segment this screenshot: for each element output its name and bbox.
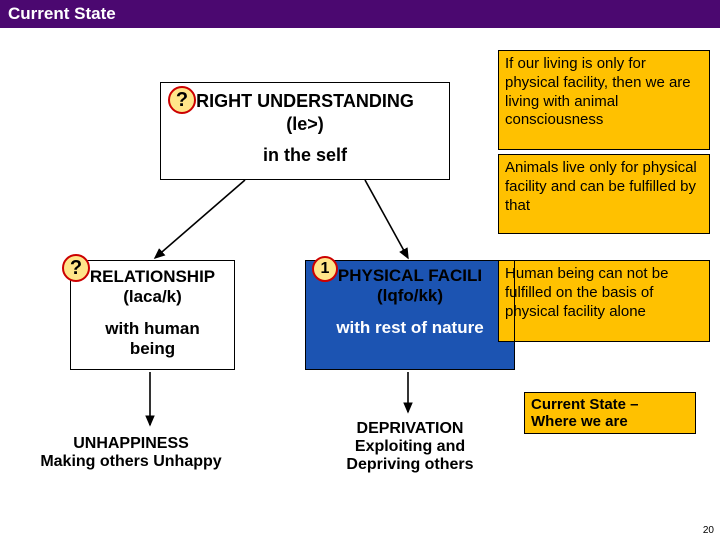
bottom-right-l3: Depriving others: [310, 456, 510, 474]
page-number: 20: [703, 525, 714, 536]
box-physical-facility-border: [305, 260, 515, 370]
bottom-unhappiness: UNHAPPINESS Making others Unhappy: [16, 435, 246, 471]
bottom-right-l1: DEPRIVATION: [310, 420, 510, 438]
callout-animals-fulfilled: Animals live only for physical facility …: [498, 154, 710, 234]
left-line4: being: [71, 339, 234, 359]
bottom-right-l2: Exploiting and: [310, 438, 510, 456]
left-line3: with human: [71, 319, 234, 339]
bottom-left-l2: Making others Unhappy: [16, 453, 246, 471]
badge-right-one: 1: [312, 256, 338, 282]
footer-callout-l2: Where we are: [531, 413, 689, 430]
badge-left-question: ?: [62, 254, 90, 282]
bottom-left-l1: UNHAPPINESS: [16, 435, 246, 453]
footer-callout: Current State – Where we are: [524, 392, 696, 434]
left-line2: (laca/k): [71, 287, 234, 307]
left-line1: RELATIONSHIP: [71, 267, 234, 287]
bottom-deprivation: DEPRIVATION Exploiting and Depriving oth…: [310, 420, 510, 474]
callout-animal-consciousness: If our living is only for physical facil…: [498, 50, 710, 150]
callout-human-not-fulfilled: Human being can not be fulfilled on the …: [498, 260, 710, 342]
box-relationship: RELATIONSHIP (laca/k) with human being: [70, 260, 235, 370]
footer-callout-l1: Current State –: [531, 396, 689, 413]
